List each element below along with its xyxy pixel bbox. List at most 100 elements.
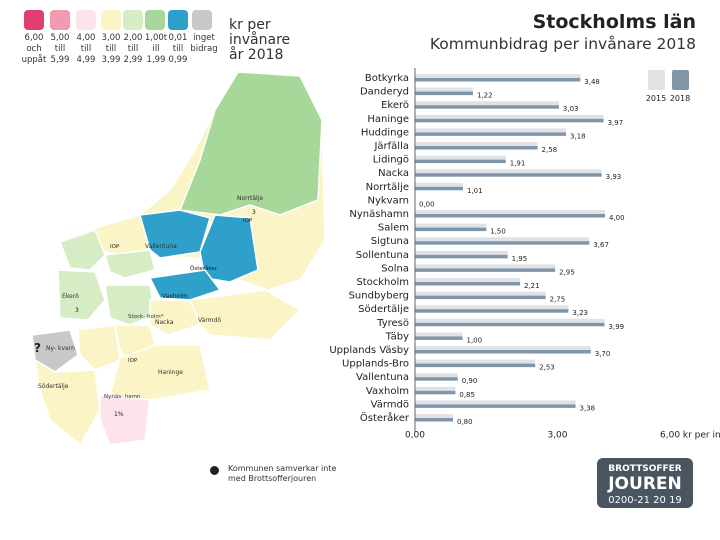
bar-2015 bbox=[415, 373, 458, 378]
map-label-stockholm: Stock- holm* bbox=[128, 314, 164, 320]
map-label-haninge: Haninge bbox=[158, 369, 183, 376]
map-region-stockholm bbox=[104, 284, 156, 326]
map-region-nynashamn bbox=[99, 394, 151, 446]
unit-title: kr per invånare år 2018 bbox=[229, 17, 291, 63]
bar-chart: Botkyrka 3,48 Danderyd 1,22 Ekerö 3,03 Haninge… bbox=[330, 68, 720, 441]
map-label-iop: IOP bbox=[128, 358, 138, 364]
category-label: Nynäshamn bbox=[349, 209, 409, 220]
value-label: 0,00 bbox=[419, 200, 435, 208]
category-label: Nacka bbox=[378, 168, 409, 179]
bar-2018 bbox=[415, 146, 538, 150]
category-label: Botkyrka bbox=[365, 73, 409, 84]
category-label: Värmdö bbox=[371, 399, 409, 410]
legend-label: 5,00 till 5,99 bbox=[50, 33, 70, 65]
legend-label: 6,00 och uppåt bbox=[21, 33, 47, 65]
value-label: 2,75 bbox=[550, 296, 566, 304]
bar-2018 bbox=[415, 132, 567, 136]
map-label-sodertalje: Södertälje bbox=[38, 383, 69, 390]
category-label: Österåker bbox=[360, 411, 410, 424]
bar-2018 bbox=[415, 105, 559, 109]
map-region-vaxholm bbox=[148, 269, 222, 301]
legend-label: inget bidrag bbox=[190, 33, 218, 54]
legend-label: 2,00 till 2,99 bbox=[123, 33, 143, 65]
bar-2018 bbox=[415, 91, 473, 96]
value-label: 2,95 bbox=[559, 268, 575, 276]
category-label: Nykvarn bbox=[367, 195, 409, 206]
value-label: 1,22 bbox=[477, 92, 493, 100]
map-label-norrtalje-val: 3 bbox=[252, 209, 256, 216]
map-region-sodertalje bbox=[33, 358, 101, 447]
logo-line2: JOUREN bbox=[607, 474, 682, 494]
map-label-norrtalje: Norrtälje bbox=[237, 195, 263, 202]
legend-label: 3,00 till 3,99 bbox=[101, 33, 121, 65]
bar-2015 bbox=[415, 250, 508, 255]
map-label-nacka: Nacka bbox=[155, 319, 174, 326]
value-label: 0,80 bbox=[457, 418, 473, 426]
bar-2015 bbox=[415, 291, 546, 296]
bar-2015 bbox=[415, 278, 520, 282]
map-label-ekero-val: 3 bbox=[75, 307, 79, 314]
value-label: 1,00 bbox=[467, 336, 483, 344]
map-region-varmdo bbox=[188, 289, 302, 341]
bar-2018 bbox=[415, 173, 602, 177]
bar-2018 bbox=[415, 214, 605, 218]
legend-swatch bbox=[50, 10, 70, 30]
legend-label-2018: 2018 bbox=[670, 94, 690, 103]
category-label: Vaxholm bbox=[366, 386, 409, 397]
bar-2018 bbox=[415, 322, 605, 327]
legend-label: 1,00t ill 1,99 bbox=[144, 33, 168, 65]
value-label: 3,48 bbox=[584, 78, 600, 86]
map-region-upplands-bro bbox=[59, 229, 106, 271]
category-label: Sundbyberg bbox=[349, 291, 409, 302]
bar-2018 bbox=[415, 186, 463, 191]
main-title: Stockholms län bbox=[532, 11, 696, 33]
bar-2018 bbox=[415, 78, 581, 82]
map-label-varmdo: Värmdö bbox=[198, 317, 221, 324]
value-label: 2,58 bbox=[542, 146, 558, 154]
value-label: 1,91 bbox=[510, 160, 526, 168]
bar-2018 bbox=[415, 350, 591, 354]
map-label-iop: IOP bbox=[110, 244, 120, 250]
bar-2015 bbox=[415, 210, 605, 214]
x-tick-label: 3,00 bbox=[547, 431, 567, 441]
category-label: Salem bbox=[378, 223, 409, 234]
footer-note: Kommunen samverkar inte med Brottsofferj… bbox=[228, 464, 337, 483]
bar-2015 bbox=[415, 128, 567, 133]
map-label-vaxholm: Vaxholm bbox=[162, 293, 188, 300]
bar-2015 bbox=[415, 237, 590, 242]
category-label: Huddinge bbox=[361, 127, 409, 138]
bar-2015 bbox=[415, 169, 602, 174]
map-label-ekero: Ekerö bbox=[62, 293, 79, 300]
chart-bars bbox=[415, 74, 605, 422]
bar-2015 bbox=[415, 264, 556, 269]
category-label: Ekerö bbox=[381, 100, 409, 111]
value-label: 2,53 bbox=[539, 364, 555, 372]
value-label: 3,67 bbox=[593, 241, 609, 249]
category-label: Sollentuna bbox=[356, 250, 409, 261]
bar-2018 bbox=[415, 268, 556, 272]
legend-swatch bbox=[192, 10, 212, 30]
x-tick-label: 0,00 bbox=[405, 431, 425, 441]
value-label: 3,70 bbox=[595, 350, 611, 358]
legend-label-2015: 2015 bbox=[646, 94, 666, 103]
map-region-upplands-vasby bbox=[104, 249, 156, 279]
category-label: Sigtuna bbox=[371, 236, 409, 247]
legend-swatch bbox=[123, 10, 143, 30]
category-label: Danderyd bbox=[360, 87, 409, 98]
value-label: 0,85 bbox=[459, 391, 475, 399]
brottsofferjouren-logo: BROTTSOFFER JOUREN 0200-21 20 19 bbox=[597, 458, 693, 508]
value-label: 3,03 bbox=[563, 105, 579, 113]
map-region-norrtalje-green bbox=[178, 71, 323, 216]
bar-2018 bbox=[415, 404, 576, 408]
bar-2015 bbox=[415, 142, 538, 146]
value-label: 3,38 bbox=[580, 404, 596, 412]
value-label: 1,95 bbox=[512, 255, 528, 263]
value-label: 3,99 bbox=[609, 323, 625, 331]
map-label-norrtalje-extra: IOP bbox=[243, 218, 253, 224]
category-label: Täby bbox=[385, 331, 409, 342]
bar-2015 bbox=[415, 318, 605, 323]
value-label: 3,18 bbox=[570, 132, 586, 140]
value-label: 3,23 bbox=[572, 309, 588, 317]
county-map: Norrtälje 3 IOP Vallentuna Österåker Vax… bbox=[31, 71, 326, 447]
category-label: Norrtälje bbox=[366, 182, 409, 193]
